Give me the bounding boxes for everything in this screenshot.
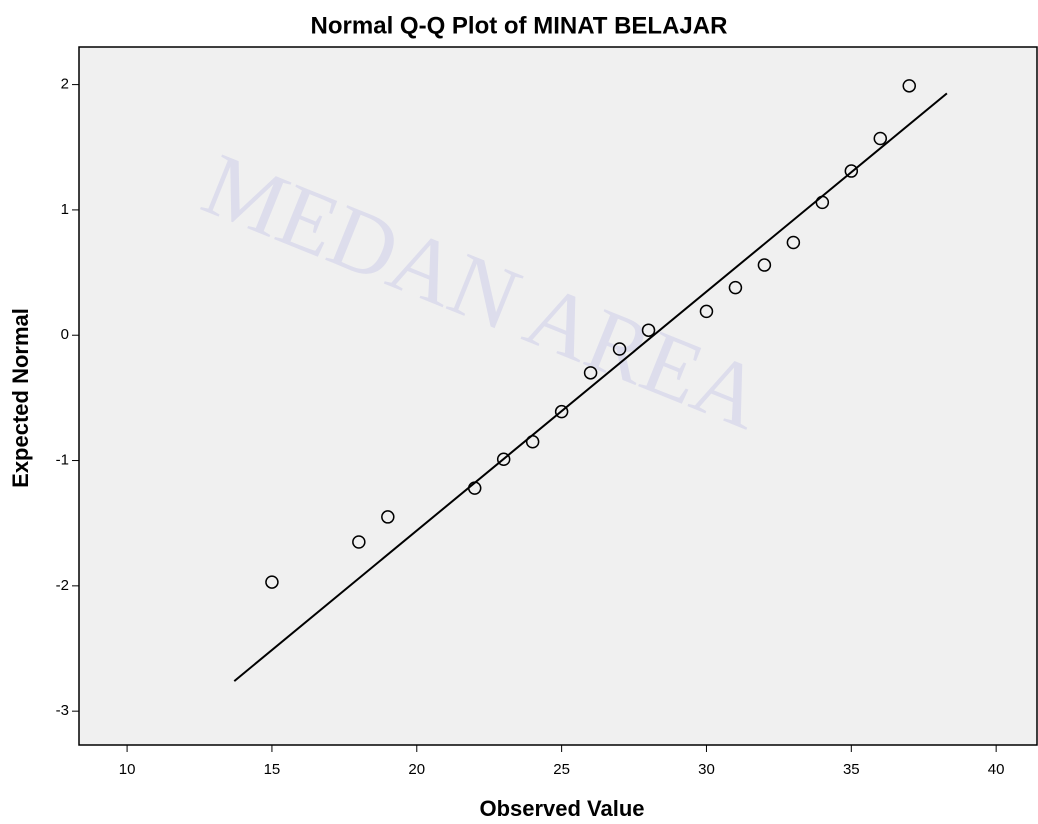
y-tick-label: 1 xyxy=(61,201,69,218)
chart-title: Normal Q-Q Plot of MINAT BELAJAR xyxy=(311,12,728,39)
y-tick-label: -2 xyxy=(56,577,69,594)
x-tick-label: 35 xyxy=(843,761,860,778)
y-tick-label: -1 xyxy=(56,452,69,469)
x-tick-label: 20 xyxy=(408,761,425,778)
x-tick-label: 40 xyxy=(988,761,1005,778)
x-axis-label: Observed Value xyxy=(479,796,644,821)
chart: MEDAN AREA Normal Q-Q Plot of MINAT BELA… xyxy=(0,0,1038,824)
y-tick-label: 0 xyxy=(61,326,69,343)
y-tick-label: 2 xyxy=(61,76,69,93)
x-tick-label: 10 xyxy=(119,761,136,778)
y-tick-label: -3 xyxy=(56,702,69,719)
x-tick-label: 25 xyxy=(553,761,570,778)
y-axis-label: Expected Normal xyxy=(8,308,33,488)
x-tick-label: 30 xyxy=(698,761,715,778)
x-tick-label: 15 xyxy=(264,761,281,778)
